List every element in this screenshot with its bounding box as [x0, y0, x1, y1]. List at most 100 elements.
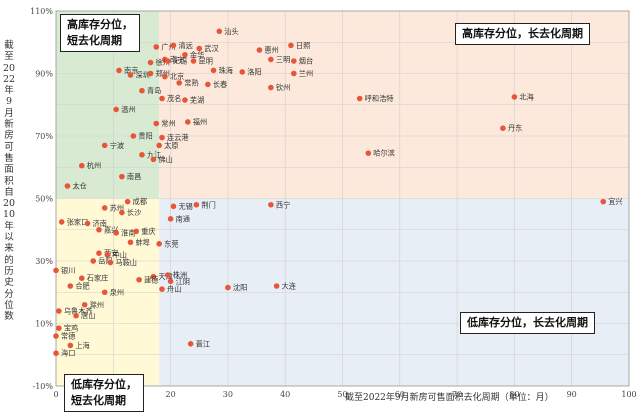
point-label: 西宁 [276, 200, 290, 209]
point-label: 广州 [161, 42, 175, 51]
y-tick-label: 110% [30, 7, 53, 16]
point-label: 江阴 [176, 277, 190, 286]
point-label: 滁州 [90, 300, 104, 309]
data-point [67, 342, 74, 349]
data-point [356, 95, 363, 102]
y-tick-label: 90% [35, 70, 53, 79]
data-point [78, 275, 85, 281]
point-label: 西安 [104, 249, 118, 258]
data-point [119, 209, 125, 216]
data-point [124, 198, 131, 205]
data-point [167, 216, 174, 222]
y-tick-label: -10% [33, 382, 54, 391]
plot-frame [55, 10, 630, 387]
point-label: 马鞍山 [115, 258, 137, 267]
x-tick-label: 0 [53, 390, 58, 399]
point-label: 蚌埠 [135, 238, 149, 247]
x-tick-label: 100 [621, 390, 636, 399]
y-tick-label: 30% [35, 257, 53, 266]
data-point [67, 283, 74, 289]
data-point [190, 58, 197, 64]
x-tick-label: 20 [166, 390, 176, 399]
data-point [162, 73, 168, 80]
data-point [139, 151, 145, 158]
point-label: 武汉 [204, 44, 218, 53]
x-tick-label: 50 [337, 390, 347, 399]
point-label: 嘉兴 [104, 225, 118, 234]
data-point [53, 333, 59, 339]
data-point [268, 56, 274, 63]
data-point [167, 278, 174, 285]
data-point [288, 42, 294, 49]
point-label: 温州 [121, 105, 135, 114]
x-tick-label: 40 [280, 390, 290, 399]
data-point [119, 173, 125, 180]
point-label: 宜兴 [608, 197, 622, 206]
point-label: 海口 [61, 349, 75, 358]
data-point [156, 142, 162, 149]
point-label: 成都 [133, 197, 147, 206]
point-label: 建德 [144, 275, 158, 284]
data-point [90, 258, 97, 264]
point-label: 南昌 [127, 172, 141, 181]
point-label: 贵阳 [138, 132, 152, 141]
point-label: 石家庄 [87, 274, 109, 283]
point-label: 丹东 [508, 124, 522, 133]
data-point [164, 58, 171, 64]
point-label: 岳阳 [98, 257, 112, 266]
point-label: 佛山 [158, 155, 172, 164]
point-label: 长沙 [127, 208, 141, 217]
quadrant-label-bottom-right: 低库存分位，长去化周期 [460, 312, 595, 334]
point-label: 哈尔滨 [373, 149, 395, 158]
data-point [147, 59, 154, 66]
data-point [365, 150, 372, 156]
point-label: 珠海 [219, 66, 233, 75]
data-point [170, 42, 177, 49]
point-label: 上海 [75, 341, 89, 350]
point-label: 汕头 [224, 27, 238, 36]
point-label: 徐州 [156, 58, 170, 67]
point-label: 郑州 [156, 69, 170, 78]
point-label: 沈阳 [233, 283, 247, 292]
data-point [136, 276, 142, 283]
quadrant-label-bottom-left: 低库存分位， 短去化周期 [64, 374, 144, 412]
data-point [164, 272, 171, 278]
data-point [290, 70, 297, 77]
point-label: 唐山 [81, 311, 95, 320]
data-point [511, 94, 518, 100]
point-label: 杭州 [87, 161, 101, 170]
point-label: 惠州 [264, 46, 278, 55]
data-point [268, 84, 274, 91]
data-point [182, 51, 188, 58]
data-point [225, 284, 231, 291]
data-point [600, 198, 607, 205]
data-point [113, 106, 119, 113]
point-label: 银川 [61, 266, 75, 275]
point-label: 淮南 [121, 228, 135, 237]
data-point [159, 134, 165, 141]
point-label: 合肥 [75, 282, 89, 291]
y-tick-label: 10% [35, 320, 53, 329]
point-label: 烟台 [299, 57, 313, 66]
point-label: 乌鲁木齐 [64, 307, 93, 316]
point-label: 无锡 [173, 57, 187, 66]
data-point [53, 267, 59, 274]
data-point [256, 47, 263, 53]
data-point [127, 72, 134, 78]
point-label: 无锡 [178, 202, 192, 211]
data-point [96, 250, 102, 256]
point-label: 常州 [161, 119, 175, 128]
x-tick-label: 80 [509, 390, 519, 399]
y-tick-labels: -10% 10% 30% 50% 70% 90% 110% [30, 7, 53, 391]
point-label: 金华 [190, 50, 204, 59]
point-label: 日照 [296, 41, 310, 50]
data-point [500, 125, 506, 131]
data-point [147, 70, 154, 77]
x-tick-label: 30 [223, 390, 233, 399]
data-point [64, 183, 71, 189]
y-tick-label: 70% [35, 132, 53, 141]
data-point [153, 120, 160, 127]
point-label: 东莞 [164, 239, 178, 248]
data-point [184, 119, 191, 125]
